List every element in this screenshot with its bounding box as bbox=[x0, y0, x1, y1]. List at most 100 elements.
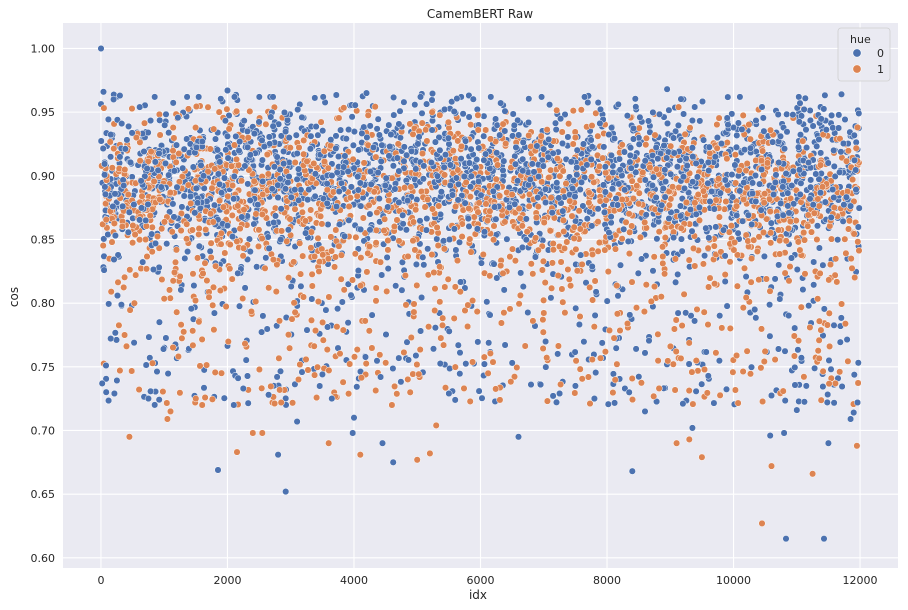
data-point-series-0 bbox=[679, 173, 688, 181]
data-point-series-0 bbox=[813, 142, 821, 150]
data-point-series-1 bbox=[726, 258, 734, 266]
data-point-series-1 bbox=[413, 281, 421, 289]
data-point-series-1 bbox=[319, 251, 327, 259]
data-point-series-1 bbox=[499, 120, 507, 128]
data-point-series-1 bbox=[786, 217, 794, 225]
data-point-series-1 bbox=[168, 228, 176, 236]
data-point-series-0 bbox=[823, 398, 831, 406]
data-point-series-0 bbox=[159, 345, 168, 353]
data-point-series-0 bbox=[311, 170, 319, 178]
data-point-series-0 bbox=[457, 155, 465, 163]
data-point-series-1 bbox=[393, 390, 401, 398]
data-point-series-1 bbox=[799, 137, 807, 145]
data-point-series-1 bbox=[135, 386, 143, 394]
data-point-series-0 bbox=[748, 220, 756, 228]
data-point-series-0 bbox=[111, 232, 119, 240]
data-point-series-0 bbox=[382, 174, 390, 182]
data-point-series-0 bbox=[450, 225, 458, 233]
data-point-series-1 bbox=[465, 204, 473, 213]
data-point-series-0 bbox=[608, 185, 616, 193]
data-point-series-0 bbox=[716, 189, 724, 197]
data-point-series-1 bbox=[733, 282, 741, 290]
data-point-series-0 bbox=[223, 86, 232, 95]
data-point-series-0 bbox=[121, 145, 129, 153]
data-point-series-1 bbox=[272, 288, 280, 296]
data-point-series-0 bbox=[119, 202, 127, 210]
data-point-series-1 bbox=[288, 315, 296, 323]
data-point-series-1 bbox=[236, 225, 244, 233]
data-point-series-1 bbox=[827, 235, 836, 243]
data-point-series-0 bbox=[620, 225, 628, 233]
data-point-series-1 bbox=[183, 220, 191, 228]
data-point-series-0 bbox=[105, 300, 113, 308]
data-point-series-0 bbox=[345, 126, 353, 134]
data-point-series-0 bbox=[631, 95, 639, 103]
data-point-series-1 bbox=[734, 399, 742, 407]
data-point-series-1 bbox=[437, 334, 445, 342]
data-point-series-1 bbox=[444, 118, 452, 126]
data-point-series-1 bbox=[166, 407, 175, 415]
data-point-series-0 bbox=[811, 364, 819, 372]
data-point-series-1 bbox=[195, 224, 203, 233]
data-point-series-1 bbox=[704, 321, 712, 329]
data-point-series-0 bbox=[161, 121, 169, 129]
data-point-series-1 bbox=[237, 177, 246, 185]
data-point-series-0 bbox=[702, 224, 710, 232]
data-point-series-0 bbox=[216, 158, 224, 166]
data-point-series-1 bbox=[183, 235, 191, 243]
data-point-series-0 bbox=[740, 179, 748, 187]
data-point-series-1 bbox=[800, 229, 808, 237]
data-point-series-1 bbox=[201, 259, 209, 267]
data-point-series-0 bbox=[243, 127, 251, 135]
data-point-series-1 bbox=[441, 384, 450, 392]
data-point-series-1 bbox=[746, 370, 755, 378]
data-point-series-0 bbox=[705, 143, 713, 151]
data-point-series-1 bbox=[543, 397, 551, 405]
data-point-series-1 bbox=[351, 250, 359, 258]
data-point-series-1 bbox=[713, 144, 721, 152]
data-point-series-1 bbox=[661, 270, 669, 278]
data-point-series-1 bbox=[207, 210, 215, 218]
data-point-series-1 bbox=[667, 142, 675, 150]
data-point-series-1 bbox=[718, 324, 726, 332]
data-point-series-0 bbox=[490, 260, 498, 268]
data-point-series-0 bbox=[552, 126, 560, 134]
data-point-series-1 bbox=[435, 202, 443, 210]
data-point-series-0 bbox=[457, 278, 465, 286]
data-point-series-0 bbox=[670, 134, 678, 142]
data-point-series-1 bbox=[184, 105, 193, 113]
data-point-series-0 bbox=[793, 406, 801, 414]
data-point-series-0 bbox=[172, 141, 181, 149]
data-point-series-1 bbox=[501, 218, 509, 226]
data-point-series-1 bbox=[372, 153, 380, 161]
data-point-series-0 bbox=[355, 146, 363, 154]
data-point-series-1 bbox=[413, 360, 421, 369]
data-point-series-0 bbox=[269, 93, 277, 101]
data-point-series-1 bbox=[263, 150, 271, 159]
data-point-series-1 bbox=[499, 269, 507, 277]
data-point-series-0 bbox=[648, 181, 656, 189]
data-point-series-1 bbox=[492, 385, 500, 393]
data-point-series-1 bbox=[469, 297, 477, 305]
data-point-series-1 bbox=[466, 235, 474, 243]
data-point-series-1 bbox=[122, 342, 131, 350]
data-point-series-0 bbox=[273, 153, 281, 161]
data-point-series-0 bbox=[220, 174, 229, 182]
data-point-series-0 bbox=[615, 180, 623, 188]
data-point-series-0 bbox=[683, 162, 691, 170]
data-point-series-1 bbox=[572, 245, 580, 253]
y-tick-label: 0.65 bbox=[31, 488, 56, 501]
data-point-series-1 bbox=[413, 456, 421, 464]
data-point-series-1 bbox=[307, 244, 315, 252]
data-point-series-0 bbox=[480, 360, 488, 368]
data-point-series-0 bbox=[781, 397, 789, 405]
data-point-series-1 bbox=[594, 218, 602, 226]
data-point-series-1 bbox=[816, 269, 824, 277]
data-point-series-0 bbox=[480, 228, 489, 236]
data-point-series-0 bbox=[570, 177, 578, 185]
data-point-series-1 bbox=[594, 247, 602, 255]
data-point-series-1 bbox=[289, 399, 297, 407]
data-point-series-0 bbox=[756, 180, 764, 188]
data-point-series-1 bbox=[188, 226, 196, 234]
data-point-series-1 bbox=[204, 168, 212, 176]
